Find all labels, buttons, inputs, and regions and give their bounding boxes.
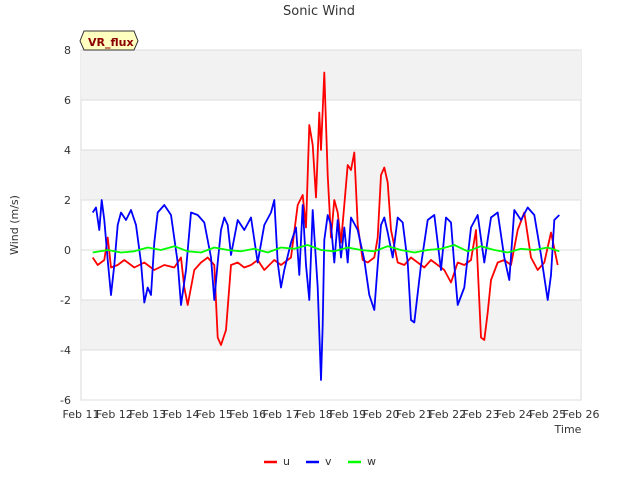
x-axis-label: Time bbox=[554, 423, 582, 436]
chart-title: Sonic Wind bbox=[283, 4, 355, 19]
x-tick-label: Feb 22 bbox=[429, 408, 466, 421]
x-tick-label: Feb 14 bbox=[163, 408, 200, 421]
grid-band bbox=[81, 50, 581, 100]
x-tick-label: Feb 16 bbox=[229, 408, 266, 421]
legend-label-w: w bbox=[367, 455, 376, 468]
x-tick-label: Feb 25 bbox=[529, 408, 566, 421]
y-tick-label: -2 bbox=[60, 294, 71, 307]
series-line-u bbox=[91, 71, 559, 346]
x-tick-label: Feb 20 bbox=[363, 408, 400, 421]
x-tick-label: Feb 21 bbox=[396, 408, 433, 421]
x-tick-label: Feb 24 bbox=[496, 408, 533, 421]
badge-box bbox=[79, 30, 139, 51]
y-tick-label: -6 bbox=[60, 394, 71, 407]
grid-band bbox=[81, 150, 581, 200]
series-line-w bbox=[92, 244, 560, 254]
y-tick-label: -4 bbox=[60, 344, 71, 357]
y-tick-label: 0 bbox=[64, 244, 71, 257]
gridlines bbox=[81, 49, 581, 401]
legend-label-v: v bbox=[325, 455, 332, 468]
x-tick-label: Feb 12 bbox=[96, 408, 133, 421]
x-tick-label: Feb 15 bbox=[196, 408, 233, 421]
x-tick-label: Feb 26 bbox=[563, 408, 600, 421]
x-tick-label: Feb 13 bbox=[129, 408, 166, 421]
x-tick-label: Feb 23 bbox=[463, 408, 500, 421]
series-lines bbox=[91, 71, 560, 381]
series-line-v bbox=[91, 199, 560, 381]
y-tick-label: 4 bbox=[64, 144, 71, 157]
x-tick-label: Feb 11 bbox=[63, 408, 100, 421]
legend: u v w bbox=[264, 455, 376, 468]
grid-band bbox=[81, 300, 581, 350]
legend-label-u: u bbox=[283, 455, 290, 468]
y-tick-label: 2 bbox=[64, 194, 71, 207]
y-tick-label: 8 bbox=[64, 44, 71, 57]
gridline-bands bbox=[81, 50, 581, 350]
y-tick-label: 6 bbox=[64, 94, 71, 107]
vr-flux-badge: VR_flux bbox=[79, 30, 139, 51]
x-tick-label: Feb 18 bbox=[296, 408, 333, 421]
x-tick-label: Feb 19 bbox=[329, 408, 366, 421]
y-axis-label: Wind (m/s) bbox=[8, 195, 21, 255]
x-tick-label: Feb 17 bbox=[263, 408, 300, 421]
badge-label: VR_flux bbox=[88, 36, 134, 49]
